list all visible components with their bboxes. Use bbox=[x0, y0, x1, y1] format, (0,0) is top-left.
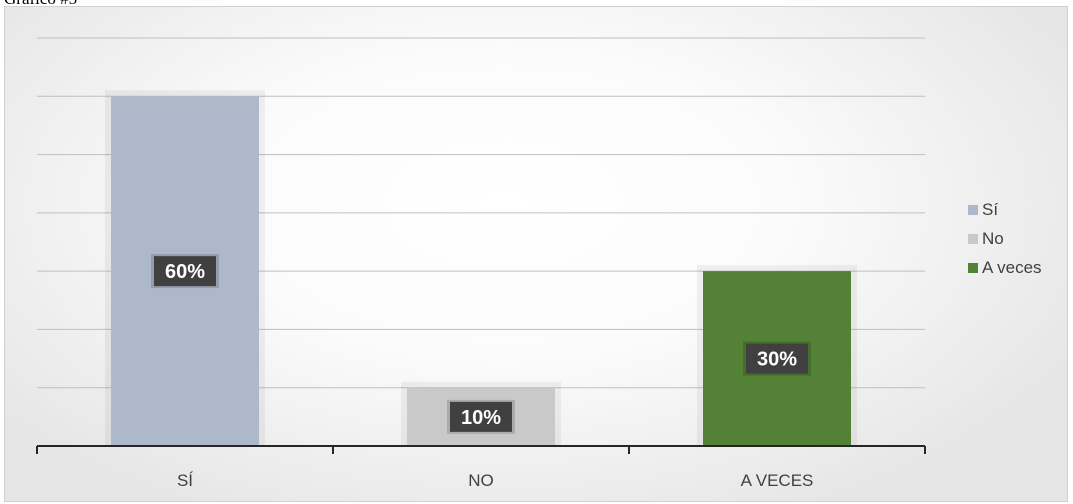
data-label-sí: 60% bbox=[165, 261, 205, 283]
legend-swatch-a-veces bbox=[968, 263, 978, 273]
legend-swatch-no bbox=[968, 234, 978, 244]
chart-legend: Sí No A veces bbox=[968, 200, 1068, 287]
x-tick-label-sí: SÍ bbox=[177, 471, 193, 490]
data-label-box bbox=[450, 401, 512, 432]
legend-label-no: No bbox=[982, 229, 1004, 248]
data-label-a-veces: 30% bbox=[757, 349, 797, 371]
legend-item-no: No bbox=[968, 229, 1068, 249]
legend-swatch-si bbox=[968, 205, 978, 215]
data-label-box bbox=[154, 256, 216, 287]
chart-caption: Gráfico #5 bbox=[4, 0, 77, 9]
legend-label-si: Sí bbox=[982, 200, 999, 219]
data-label-box bbox=[746, 343, 808, 374]
legend-label-a-veces: A veces bbox=[982, 258, 1042, 277]
legend-item-si: Sí bbox=[968, 200, 1068, 220]
x-tick-label-a-veces: A VECES bbox=[741, 471, 814, 490]
legend-item-a-veces: A veces bbox=[968, 258, 1068, 278]
x-tick-label-no: NO bbox=[468, 471, 494, 490]
data-label-no: 10% bbox=[461, 407, 501, 429]
